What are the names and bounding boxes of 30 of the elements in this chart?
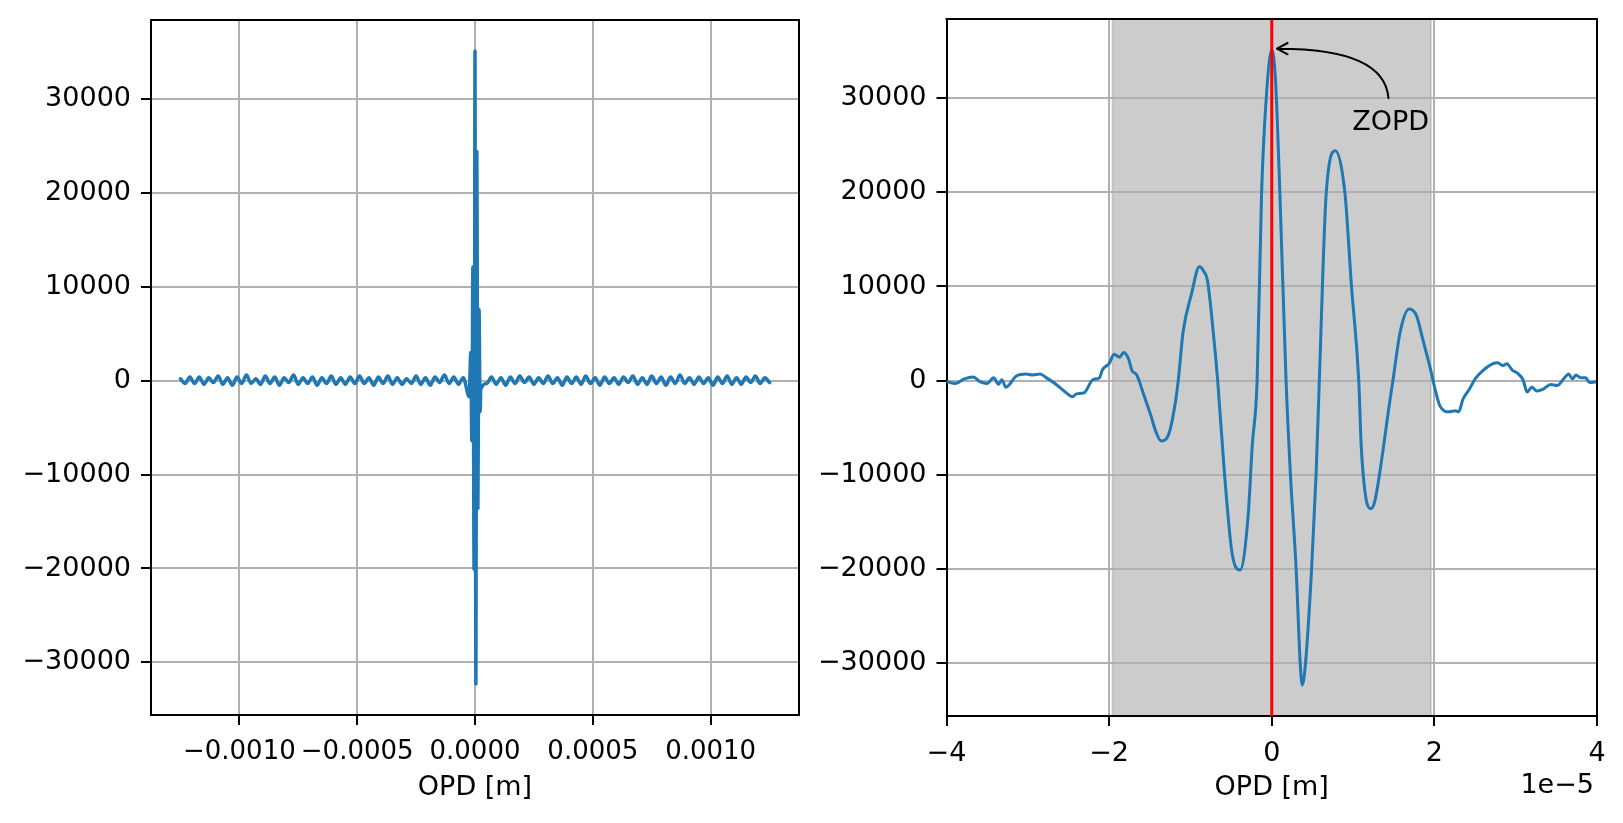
line-series (178, 49, 772, 686)
y-tick-label: 20000 (840, 174, 927, 206)
x-tick-label: 0.0000 (429, 735, 521, 766)
x-tick-label: −4 (926, 736, 967, 768)
line-series (946, 48, 1597, 687)
x-tick-label: −2 (1089, 736, 1130, 768)
text: 1e−5 (1520, 768, 1594, 800)
y-tick-label: −30000 (22, 644, 131, 676)
x-tick-label: 2 (1425, 736, 1443, 768)
x-tick-label: −0.0005 (300, 735, 414, 766)
x-tick-label: 0 (1263, 736, 1281, 768)
y-tick-label: −30000 (817, 645, 927, 677)
x-tick-label: 0.0005 (547, 735, 639, 766)
y-tick-label: 0 (113, 362, 131, 394)
y-tick-label: 30000 (45, 80, 131, 112)
x-tick-label: −0.0010 (182, 735, 296, 766)
y-tick-label: −10000 (817, 456, 927, 488)
x-tick-label: 0.0010 (665, 735, 757, 766)
y-tick-label: 30000 (840, 80, 927, 112)
y-tick-label: 10000 (45, 268, 131, 300)
y-tick-label: −10000 (22, 456, 131, 488)
y-tick-label: 10000 (840, 268, 927, 300)
x-axis-title: OPD [m] (1214, 769, 1329, 801)
y-tick-label: 0 (909, 362, 927, 394)
x-tick-label: 4 (1588, 736, 1606, 768)
y-tick-label: −20000 (22, 550, 131, 582)
y-tick-label: 20000 (45, 174, 131, 206)
y-tick-label: −20000 (817, 551, 927, 583)
annotation: ZOPD (1352, 105, 1430, 137)
x-axis-title: OPD [m] (417, 769, 533, 801)
